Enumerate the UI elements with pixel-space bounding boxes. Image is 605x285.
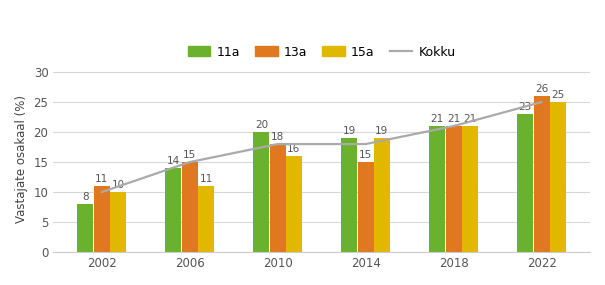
Text: 15: 15: [183, 150, 196, 160]
Text: 19: 19: [375, 126, 388, 136]
Line: Kokku: Kokku: [102, 102, 541, 192]
Kokku: [450, 124, 457, 128]
Legend: 11a, 13a, 15a, Kokku: 11a, 13a, 15a, Kokku: [183, 41, 460, 64]
Text: 23: 23: [518, 102, 532, 112]
Text: 25: 25: [551, 90, 564, 100]
Bar: [94, 186, 110, 252]
Text: 19: 19: [343, 126, 356, 136]
Bar: [182, 162, 198, 252]
Text: 18: 18: [271, 132, 284, 142]
Bar: [462, 126, 478, 252]
Bar: [446, 126, 462, 252]
Bar: [534, 96, 549, 252]
Bar: [270, 144, 286, 252]
Bar: [550, 102, 566, 252]
Text: 11: 11: [199, 174, 212, 184]
Text: 15: 15: [359, 150, 372, 160]
Bar: [286, 156, 302, 252]
Kokku: [274, 142, 281, 146]
Text: 21: 21: [447, 114, 460, 124]
Text: 21: 21: [431, 114, 444, 124]
Kokku: [362, 142, 369, 146]
Bar: [110, 192, 126, 252]
Bar: [166, 168, 182, 252]
Text: 26: 26: [535, 84, 548, 94]
Y-axis label: Vastajate osakaal (%): Vastajate osakaal (%): [15, 95, 28, 223]
Text: 10: 10: [111, 180, 125, 190]
Bar: [341, 138, 358, 252]
Bar: [430, 126, 445, 252]
Kokku: [186, 160, 194, 164]
Text: 8: 8: [82, 192, 89, 202]
Bar: [517, 114, 533, 252]
Bar: [374, 138, 390, 252]
Kokku: [538, 100, 545, 104]
Bar: [198, 186, 214, 252]
Bar: [77, 204, 93, 252]
Bar: [253, 132, 269, 252]
Kokku: [98, 190, 105, 194]
Text: 16: 16: [287, 144, 301, 154]
Text: 21: 21: [463, 114, 477, 124]
Text: 14: 14: [167, 156, 180, 166]
Text: 20: 20: [255, 120, 268, 130]
Bar: [358, 162, 373, 252]
Text: 11: 11: [95, 174, 108, 184]
